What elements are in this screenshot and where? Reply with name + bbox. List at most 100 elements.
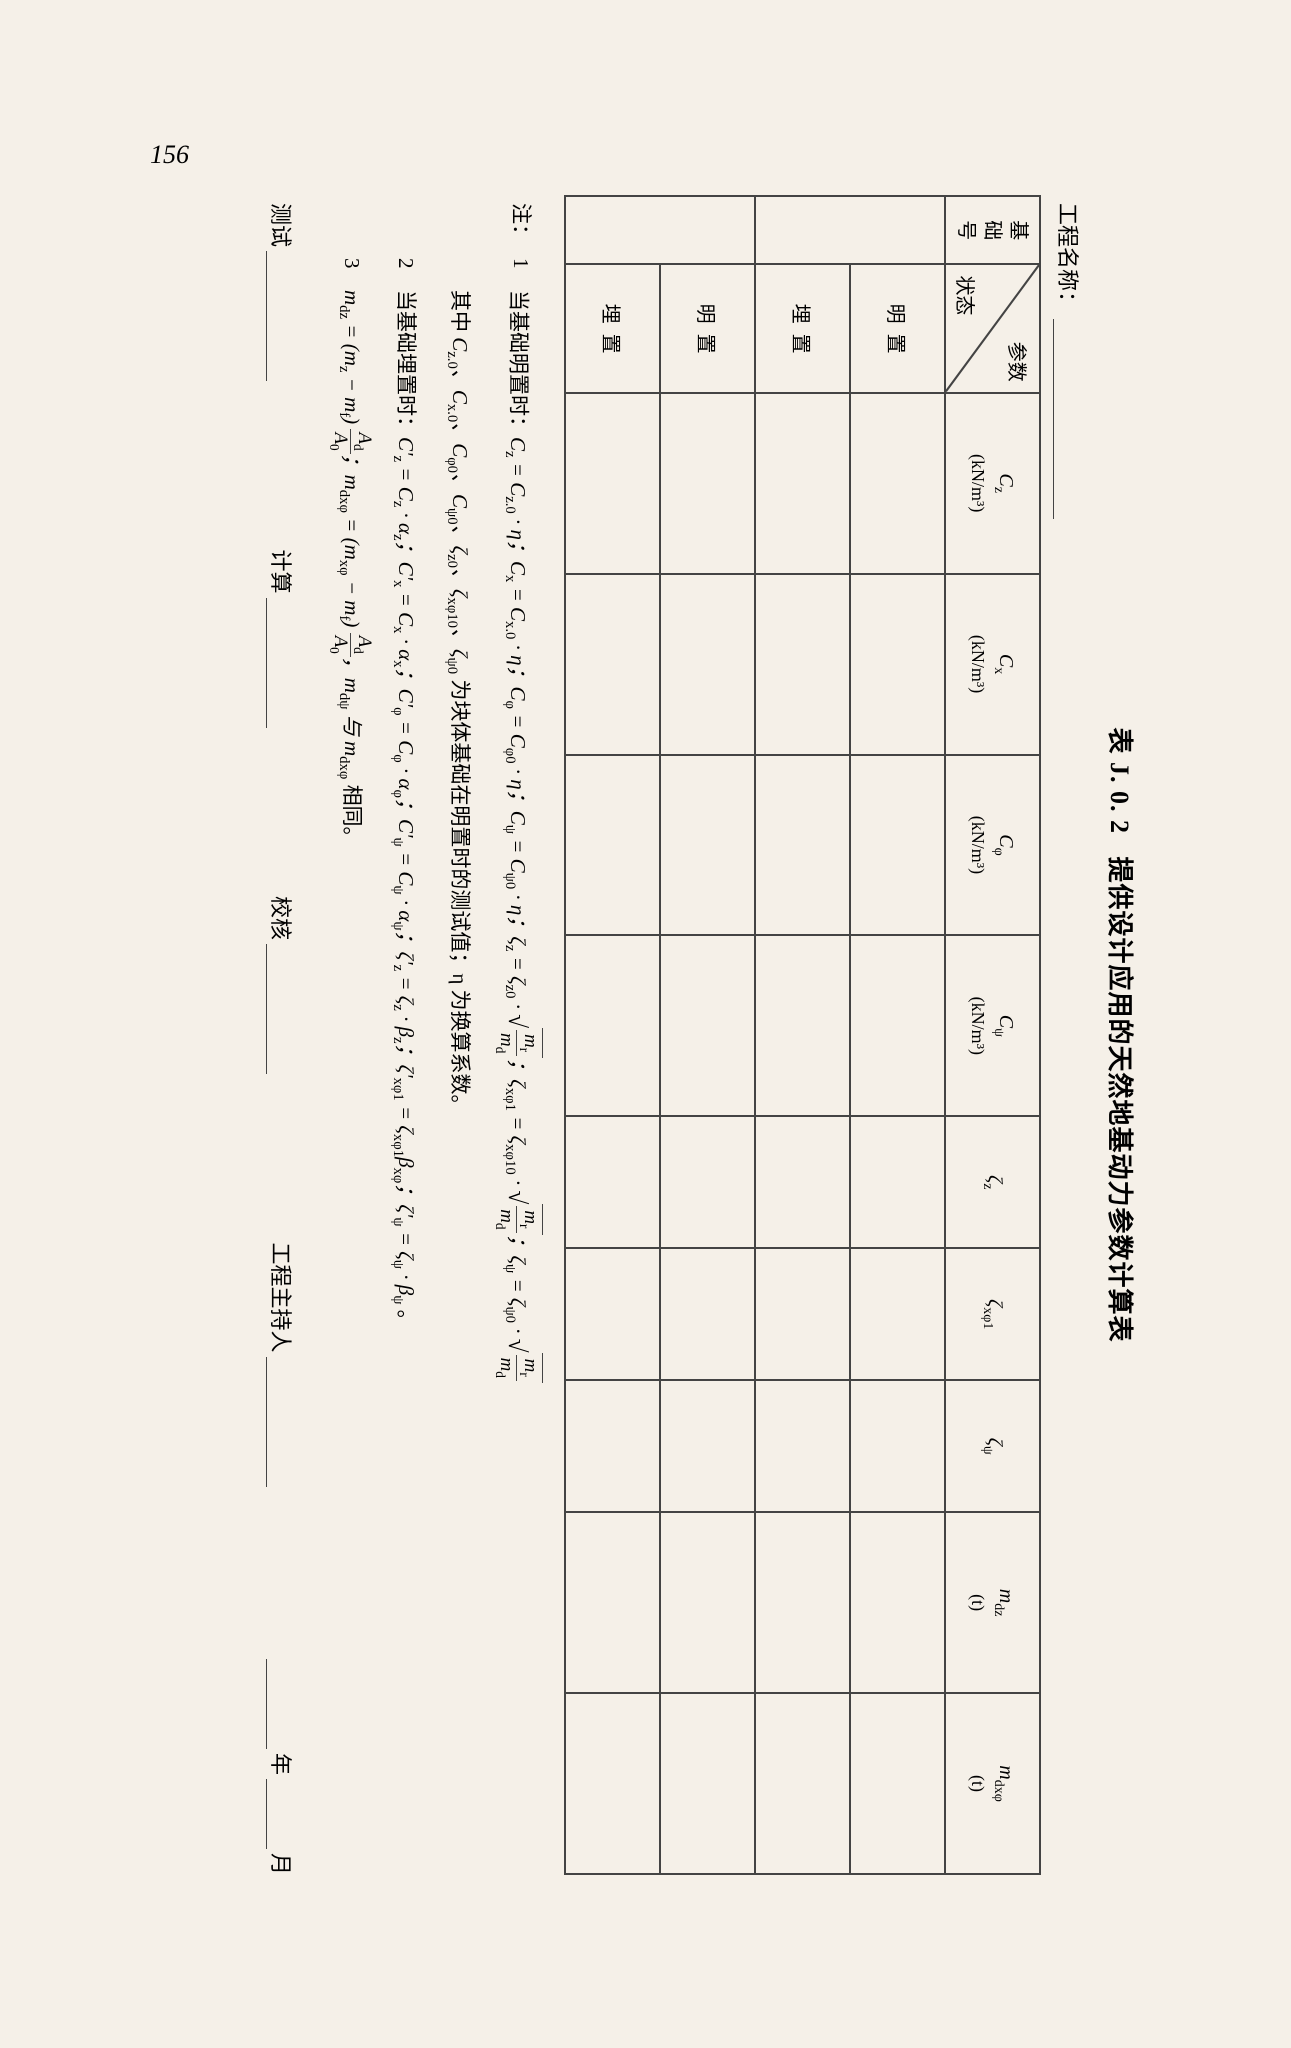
header-cphi: Cφ (kN/m³)	[945, 755, 1040, 936]
note-body: mdz = (mz − mf) AdA0；mdxφ = (mxφ − mf) A…	[326, 290, 375, 1875]
cell	[755, 1693, 850, 1874]
footer-blank	[266, 1659, 298, 1749]
cell	[755, 574, 850, 755]
cell	[660, 1512, 755, 1693]
note-label-blank	[382, 203, 430, 258]
note-number-blank	[435, 258, 483, 290]
cell	[755, 1248, 850, 1380]
table-row: 明置	[660, 196, 755, 1874]
cell	[660, 1380, 755, 1512]
note-body: 当基础埋置时：C'z = Cz · αz；C'x = Cx · αx；C'φ =…	[382, 290, 430, 1875]
header-cpsi-unit: (kN/m³)	[968, 940, 989, 1111]
cell	[660, 1116, 755, 1248]
header-cphi-unit: (kN/m³)	[968, 760, 989, 931]
cell	[850, 1248, 945, 1380]
cell	[755, 935, 850, 1116]
header-cx-unit: (kN/m³)	[968, 579, 989, 750]
cell	[565, 1116, 660, 1248]
cell	[850, 1693, 945, 1874]
cell	[565, 393, 660, 574]
cell	[755, 393, 850, 574]
note-body: 其中 Cz.0、Cx.0、Cφ0、Cψ0、ζz0、ζxφ10、ζψ0 为块体基础…	[435, 290, 483, 1875]
header-cx: Cx (kN/m³)	[945, 574, 1040, 755]
footer-signature-line: 测试 计算 校核 工程主持人 年月	[266, 195, 298, 1875]
page-number: 156	[150, 140, 189, 170]
note-number: 1	[489, 258, 544, 290]
cell	[850, 1116, 945, 1248]
cell	[660, 393, 755, 574]
cell	[660, 935, 755, 1116]
cell	[850, 755, 945, 936]
note-1-where-label: 其中	[448, 290, 472, 337]
cell	[565, 1693, 660, 1874]
state-cell: 明置	[660, 264, 755, 392]
note-2: 2 当基础埋置时：C'z = Cz · αz；C'x = Cx · αx；C'φ…	[382, 203, 430, 1875]
header-zeta-xphi1: ζxφ1	[945, 1248, 1040, 1380]
header-fund-no: 基础号	[945, 196, 1040, 264]
note-3-suffix: 相同。	[341, 779, 365, 847]
table-row: 埋置	[565, 196, 660, 1874]
state-cell: 埋置	[565, 264, 660, 392]
header-cz: Cz (kN/m³)	[945, 393, 1040, 574]
parameters-table: 基础号 参数 状态 Cz (kN/m³) Cx (kN/m³)	[564, 195, 1041, 1875]
footer-blank	[266, 1779, 298, 1849]
notes-block: 注： 1 当基础明置时：Cz = Cz.0 · η；Cx = Cx.0 · η；…	[326, 195, 544, 1875]
cell	[755, 1116, 850, 1248]
cell	[565, 1512, 660, 1693]
footer-blank	[266, 944, 298, 1074]
header-mdxphi: mdxφ (t)	[945, 1693, 1040, 1874]
state-cell: 埋置	[755, 264, 850, 392]
diag-bottom-label: 状态	[952, 275, 981, 315]
note-label-blank	[435, 203, 483, 258]
header-mdxphi-unit: (t)	[968, 1698, 989, 1869]
cell	[850, 935, 945, 1116]
header-cpsi: Cψ (kN/m³)	[945, 935, 1040, 1116]
note-1-continued: 其中 Cz.0、Cx.0、Cφ0、Cψ0、ζz0、ζxφ10、ζψ0 为块体基础…	[435, 203, 483, 1875]
cell	[660, 755, 755, 936]
header-mdz: mdz (t)	[945, 1512, 1040, 1693]
cell	[660, 574, 755, 755]
header-zeta-z: ζz	[945, 1116, 1040, 1248]
cell	[850, 1380, 945, 1512]
state-cell: 明置	[850, 264, 945, 392]
table-title-prefix: 表 J. 0. 2	[1105, 727, 1134, 834]
note-number: 3	[326, 258, 375, 290]
note-label-blank	[326, 203, 375, 258]
note-2-prefix: 当基础埋置时：	[394, 290, 418, 437]
table-title: 表 J. 0. 2 提供设计应用的天然地基动力参数计算表	[1103, 195, 1140, 1875]
cell	[565, 755, 660, 936]
fund-no-cell	[565, 196, 755, 264]
footer-project-lead-label: 工程主持人	[266, 1243, 298, 1353]
cell	[565, 1380, 660, 1512]
diag-top-label: 参数	[1004, 342, 1033, 382]
note-1-prefix: 当基础明置时：	[506, 290, 530, 437]
footer-blank	[266, 1357, 298, 1487]
header-cz-unit: (kN/m³)	[968, 398, 989, 569]
footer-year-label: 年	[266, 1753, 298, 1775]
cell	[565, 935, 660, 1116]
footer-compute-label: 计算	[266, 550, 298, 594]
table-title-text: 提供设计应用的天然地基动力参数计算表	[1105, 857, 1134, 1343]
note-1: 注： 1 当基础明置时：Cz = Cz.0 · η；Cx = Cx.0 · η；…	[489, 203, 544, 1875]
cell	[755, 1380, 850, 1512]
header-mdz-unit: (t)	[968, 1517, 989, 1688]
header-zeta-psi: ζψ	[945, 1380, 1040, 1512]
note-1-where-suffix: 为块体基础在明置时的测试值；η 为换算系数。	[448, 674, 472, 1115]
note-body: 当基础明置时：Cz = Cz.0 · η；Cx = Cx.0 · η；Cφ = …	[489, 290, 544, 1875]
header-diagonal: 参数 状态	[945, 264, 1040, 392]
footer-blank	[266, 251, 298, 381]
note-number: 2	[382, 258, 430, 290]
footer-check-label: 校核	[266, 896, 298, 940]
cell	[850, 574, 945, 755]
cell	[565, 574, 660, 755]
note-label: 注：	[489, 203, 544, 258]
project-name-line: 工程名称：	[1053, 195, 1085, 1875]
cell	[850, 393, 945, 574]
cell	[850, 1512, 945, 1693]
footer-month-label: 月	[266, 1853, 298, 1875]
cell	[660, 1693, 755, 1874]
footer-test-label: 测试	[266, 203, 298, 247]
rotated-page-content: 表 J. 0. 2 提供设计应用的天然地基动力参数计算表 工程名称： 基础号	[150, 195, 1140, 1875]
table-row: 明置	[850, 196, 945, 1874]
project-name-blank	[1053, 319, 1054, 519]
